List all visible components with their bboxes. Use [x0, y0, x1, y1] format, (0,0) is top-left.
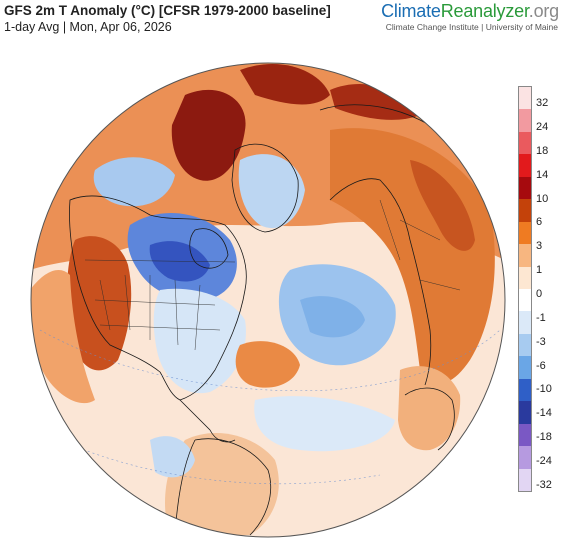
borders: [84, 199, 461, 351]
legend-swatch: [519, 289, 531, 312]
legend-label: 14: [536, 168, 549, 181]
north-america-coast: [69, 195, 247, 401]
legend-swatch: [519, 311, 531, 335]
legend-label: 24: [536, 121, 549, 134]
legend-swatch: [519, 131, 531, 155]
legend-swatch: [519, 154, 531, 178]
legend-swatch: [519, 87, 531, 110]
us-state-lines-h: [94, 299, 221, 331]
africa-coast: [404, 387, 455, 451]
map-title: GFS 2m T Anomaly (°C) [CFSR 1979-2000 ba…: [4, 3, 331, 18]
legend-swatch: [519, 109, 531, 133]
legend-swatch: [519, 401, 531, 425]
nw-canada-cool-region: [93, 157, 175, 207]
legend-label: -3: [536, 335, 546, 348]
tropical-atlantic-cool-region: [254, 396, 395, 452]
legend-label: 32: [536, 97, 549, 110]
east-pacific-warm-region: [31, 270, 95, 404]
us-canada-border: [84, 259, 236, 263]
legend-label: 10: [536, 192, 549, 205]
legend-swatch: [519, 199, 531, 223]
legend-swatch: [519, 446, 531, 470]
siberia-hot-region: [240, 64, 330, 105]
legend-label: 18: [536, 144, 549, 157]
hudson-bay-coast: [189, 228, 229, 269]
legend-label: -32: [536, 478, 552, 491]
brand-logo[interactable]: ClimateReanalyzer.org: [381, 1, 559, 22]
legend-label: -10: [536, 383, 552, 396]
legend-label: 1: [536, 264, 543, 277]
legend-label: -14: [536, 407, 552, 420]
greenland-coast: [231, 143, 299, 233]
europe-coast: [329, 178, 432, 386]
legend-swatch: [519, 423, 531, 447]
legend-label: 0: [536, 288, 543, 300]
western-us-hot-region: [67, 236, 132, 371]
north-atlantic-cold-core: [300, 296, 365, 338]
central-america-coast: [179, 399, 236, 443]
legend-colorbar: [518, 86, 532, 492]
mid-atlantic-warm-region: [235, 341, 300, 388]
legend-swatch: [519, 176, 531, 200]
brand-affiliation: Climate Change Institute | University of…: [385, 22, 558, 32]
brand-part3: .org: [528, 1, 559, 21]
brand-part2: Reanalyzer: [440, 1, 529, 21]
legend-swatch: [519, 333, 531, 357]
legend-swatch: [519, 221, 531, 245]
africa-warm-region: [398, 366, 461, 451]
globe-outline: [30, 62, 506, 538]
brand-part1: Climate: [381, 1, 441, 21]
legend-label: -1: [536, 311, 546, 324]
map-subtitle: 1-day Avg | Mon, Apr 06, 2026: [4, 20, 172, 34]
legend-label: -24: [536, 454, 552, 467]
legend-swatch: [519, 244, 531, 268]
legend-label: 3: [536, 240, 543, 253]
legend-label: -6: [536, 359, 546, 372]
central-asia-hot-region: [410, 160, 475, 251]
eurasia-borders: [379, 199, 461, 291]
greenland-cool-region: [238, 154, 305, 229]
legend-swatch: [519, 356, 531, 380]
legend-swatch: [519, 378, 531, 402]
legend-swatch: [519, 468, 531, 492]
legend-label: -18: [536, 431, 552, 444]
legend-swatch: [519, 266, 531, 290]
pacific-cool-patch: [150, 436, 195, 478]
legend-labels: 32 24 18 14 10 6 3 1 0 -1 -3 -6 -10 -14 -18 -24 -32: [534, 86, 562, 491]
us-state-lines: [99, 274, 201, 351]
arctic-very-hot-region: [171, 89, 246, 181]
legend-label: 6: [536, 216, 543, 229]
